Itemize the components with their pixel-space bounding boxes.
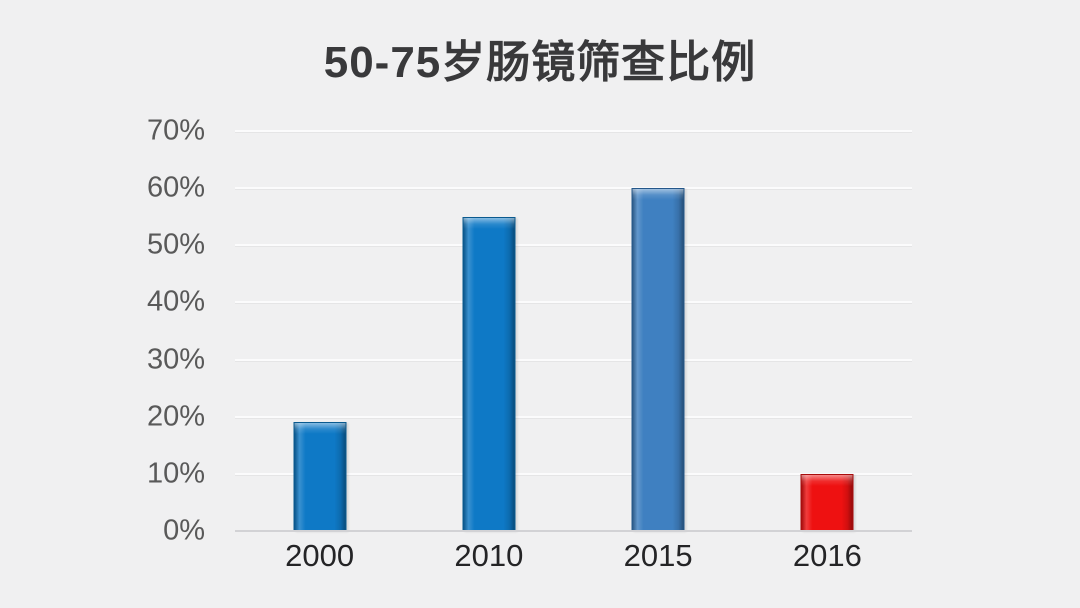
gridline-20 (235, 415, 912, 418)
gridline-40 (235, 301, 912, 304)
bar-slot-2016 (743, 131, 912, 531)
plot-area: 2000 2010 2015 2016 (235, 130, 912, 571)
x-tick-label-2016: 2016 (792, 538, 862, 573)
gridline-30 (235, 358, 912, 361)
bar-slot-2000 (235, 131, 404, 531)
x-tick-label-2010: 2010 (454, 538, 524, 573)
x-tick-label-2015: 2015 (623, 538, 693, 573)
bar-2010 (462, 216, 516, 531)
x-tick-label-2000: 2000 (285, 538, 355, 573)
gridline-10 (235, 472, 912, 475)
bar-slot-2015 (574, 131, 743, 531)
x-axis-line (235, 530, 912, 532)
x-axis-labels: 2000 2010 2015 2016 (235, 531, 912, 571)
y-tick-label-60: 60% (146, 171, 205, 204)
bar-2000 (293, 422, 347, 531)
y-tick-label-30: 30% (146, 343, 205, 376)
y-tick-label-70: 70% (146, 114, 205, 147)
gridline-70 (235, 130, 912, 132)
chart-title: 50-75岁肠镜筛查比例 (323, 38, 757, 87)
bars-container (235, 131, 912, 531)
y-tick-label-50: 50% (146, 228, 205, 261)
gridline-50 (235, 244, 912, 247)
y-tick-label-10: 10% (146, 457, 205, 490)
y-tick-label-20: 20% (146, 400, 205, 433)
y-tick-label-0: 0% (163, 514, 205, 547)
y-axis-labels: 0% 10% 20% 30% 40% 50% 60% 70% (90, 116, 205, 545)
y-tick-label-40: 40% (146, 285, 205, 318)
bar-2015 (631, 188, 685, 531)
gridline-60 (235, 187, 912, 190)
bar-2016 (800, 473, 854, 531)
bar-slot-2010 (404, 131, 573, 531)
